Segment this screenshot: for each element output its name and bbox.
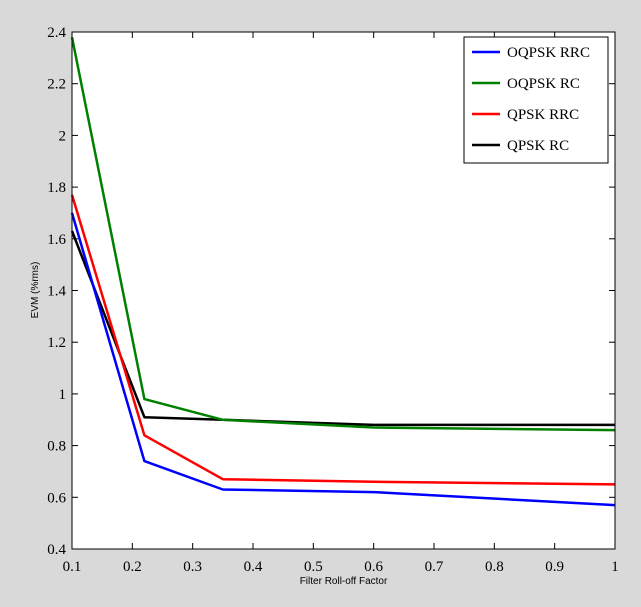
legend: OQPSK RRC OQPSK RC QPSK RRC QPSK RC xyxy=(463,36,609,164)
y-tick-label: 2.2 xyxy=(47,77,66,93)
x-tick-label: 0.5 xyxy=(304,559,323,575)
x-tick-label: 0.2 xyxy=(123,559,142,575)
series-lines xyxy=(70,36,616,507)
x-tick-label: 0.6 xyxy=(364,559,383,575)
x-tick-label: 0.4 xyxy=(244,559,263,575)
y-tick-label: 0.4 xyxy=(47,542,66,558)
x-tick-label: 0.1 xyxy=(63,559,82,575)
y-tick-label: 2.4 xyxy=(47,25,66,41)
y-tick-label: 1.2 xyxy=(47,335,66,351)
legend-label: QPSK RC xyxy=(507,138,569,154)
y-axis-label: EVM (%rms) xyxy=(30,262,41,319)
y-tick-label: 0.6 xyxy=(47,490,66,506)
y-tick-label: 1.6 xyxy=(47,232,66,248)
y-tick-label: 1.8 xyxy=(47,180,66,196)
x-tick-label: 0.8 xyxy=(485,559,504,575)
y-tick-label: 1.4 xyxy=(47,284,66,300)
y-tick-label: 2 xyxy=(59,128,67,144)
series-line-oqpsk-rrc xyxy=(70,212,616,507)
y-axis: 0.4 0.6 0.8 1 1.2 1.4 1.6 1.8 2 2.2 2.4 xyxy=(47,25,615,558)
series-line-qpsk-rrc xyxy=(70,194,616,486)
x-tick-label: 1 xyxy=(611,559,619,575)
y-tick-label: 1 xyxy=(59,387,67,403)
y-tick-label: 0.8 xyxy=(47,439,66,455)
x-tick-label: 0.3 xyxy=(183,559,202,575)
legend-box xyxy=(463,36,609,164)
series-line-oqpsk-rc xyxy=(70,36,616,432)
legend-label: OQPSK RC xyxy=(507,76,580,92)
x-tick-label: 0.9 xyxy=(545,559,564,575)
x-tick-label: 0.7 xyxy=(425,559,444,575)
x-axis-label: Filter Roll-off Factor xyxy=(300,576,388,587)
legend-label: QPSK RRC xyxy=(507,107,579,123)
legend-label: OQPSK RRC xyxy=(507,45,590,61)
x-axis: 0.1 0.2 0.3 0.4 0.5 0.6 0.7 0.8 0.9 1 xyxy=(63,32,619,575)
